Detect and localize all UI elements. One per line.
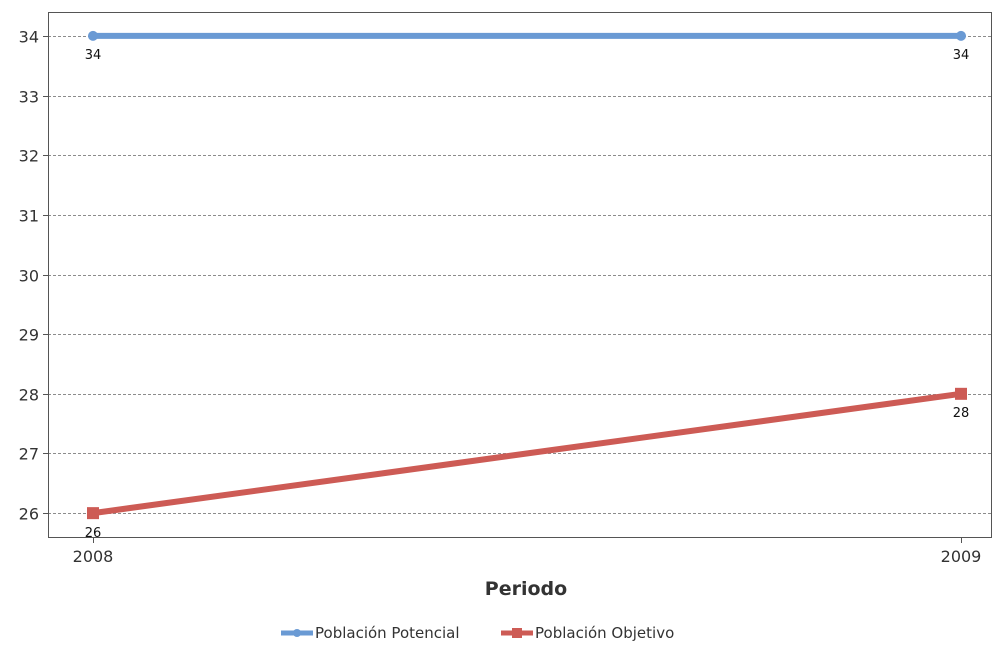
y-tick-label: 27 (19, 445, 39, 464)
legend-marker-circle (293, 629, 301, 637)
x-tick-label-2009: 2009 (941, 547, 982, 566)
legend-item-1[interactable]: Población Objetivo (501, 624, 674, 642)
y-tick-label: 32 (19, 147, 39, 166)
legend[interactable]: Población Potencial Población Objetivo (281, 624, 674, 642)
series-line-1 (90, 390, 964, 517)
data-point[interactable] (87, 507, 99, 520)
data-point[interactable] (956, 30, 966, 41)
legend-label: Población Objetivo (535, 624, 674, 642)
legend-item-0[interactable]: Población Potencial (281, 624, 460, 642)
data-label: 26 (85, 526, 102, 541)
y-tick-label: 34 (19, 28, 39, 47)
y-tick-label: 28 (19, 386, 39, 405)
y-tick-label: 31 (19, 207, 39, 226)
legend-marker-square (512, 628, 522, 638)
data-label: 28 (953, 406, 970, 421)
y-tick-label: 33 (19, 88, 39, 107)
series (87, 30, 967, 520)
data-label: 34 (85, 48, 102, 63)
x-tick-label-2008: 2008 (73, 547, 114, 566)
data-labels: 34 34 26 28 (85, 48, 970, 541)
gridlines (48, 36, 992, 514)
data-point[interactable] (955, 387, 967, 400)
data-label: 34 (953, 48, 970, 63)
axes: 26 27 28 29 30 31 32 33 34 2008 2009 Periodo (19, 12, 992, 600)
y-tick-label: 29 (19, 326, 39, 345)
data-point[interactable] (88, 30, 98, 41)
y-tick-label: 26 (19, 505, 39, 524)
y-tick-label: 30 (19, 267, 39, 286)
legend-label: Población Potencial (315, 624, 460, 642)
x-axis-title: Periodo (485, 578, 567, 600)
